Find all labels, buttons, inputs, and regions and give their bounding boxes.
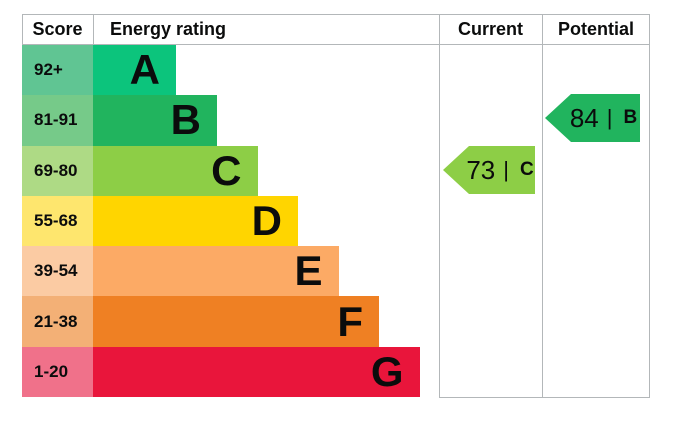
score-range-cell: 92+ (22, 45, 93, 96)
band-letter-c: C (211, 146, 242, 194)
table-bottom-border (439, 397, 650, 398)
potential-score-value: 84 (569, 102, 599, 133)
current-rating-arrow: 73 | C (443, 146, 535, 194)
energy-rating-column-header: Energy rating (110, 19, 227, 39)
score-range-cell: 69-80 (22, 145, 93, 196)
band-bar-b: B (93, 95, 217, 146)
score-range-cell: 81-91 (22, 95, 93, 146)
score-column-border (93, 14, 94, 45)
table-left-border (22, 14, 23, 45)
potential-column-left-border (542, 14, 543, 398)
score-column-header: Score (32, 19, 83, 39)
header-bottom-border (22, 44, 650, 45)
band-row-c: 69-80 C (22, 145, 439, 196)
band-letter-f: F (337, 297, 363, 345)
band-letter-b: B (170, 96, 201, 144)
current-band-letter: C (519, 159, 534, 180)
table-top-border (22, 14, 650, 15)
band-row-g: 1-20 G (22, 346, 439, 397)
current-score-value: 73 (466, 154, 496, 185)
band-bar-c: C (93, 145, 258, 196)
band-letter-d: D (251, 196, 282, 244)
potential-column-header: Potential (557, 19, 634, 39)
band-bar-g: G (93, 346, 420, 397)
band-rows: 92+ A 81-91 B 69-80 C 55-68 D 39-54 E 21… (22, 45, 439, 397)
potential-rating-arrow: 84 | B (545, 94, 640, 142)
current-column-header: Current (457, 19, 523, 39)
band-row-f: 21-38 F (22, 296, 439, 347)
score-range-cell: 55-68 (22, 195, 93, 247)
band-row-e: 39-54 E (22, 246, 439, 297)
band-letter-e: E (294, 247, 323, 295)
band-bar-e: E (93, 246, 339, 297)
table-right-border (649, 14, 650, 398)
score-range-cell: 21-38 (22, 296, 93, 347)
band-bar-f: F (93, 296, 379, 347)
band-bar-a: A (93, 45, 176, 96)
score-range-cell: 39-54 (22, 246, 93, 297)
band-letter-a: A (129, 46, 160, 94)
current-arrow-separator: | (503, 157, 509, 182)
score-range-cell: 1-20 (22, 346, 93, 397)
band-bar-d: D (93, 195, 298, 247)
band-row-d: 55-68 D (22, 195, 439, 247)
potential-band-letter: B (623, 107, 638, 128)
band-row-a: 92+ A (22, 45, 439, 96)
band-letter-g: G (370, 347, 404, 395)
current-column-left-border (439, 14, 440, 398)
band-row-b: 81-91 B (22, 95, 439, 146)
potential-arrow-separator: | (606, 105, 613, 130)
